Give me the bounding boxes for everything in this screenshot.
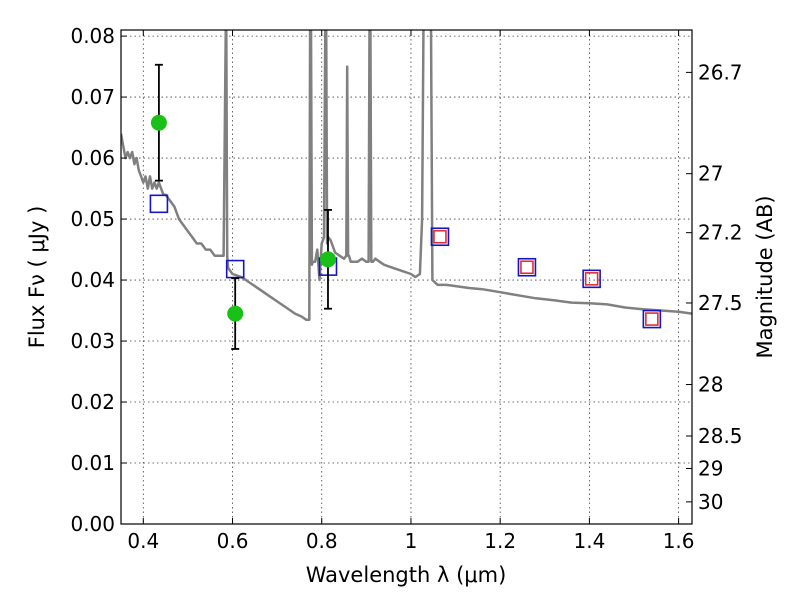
x-tick-label: 0.6 — [217, 529, 249, 553]
observed-point — [227, 305, 244, 322]
plot-frame — [120, 29, 693, 525]
blue-square-marker — [517, 257, 537, 277]
model-sed-line — [121, 30, 692, 321]
y-tick-label: 0.05 — [70, 207, 115, 231]
x-axis: 0.4 0.6 0.8 1 1.2 1.4 1.6 — [127, 30, 695, 553]
plot-area — [121, 30, 692, 350]
blue-square-marker — [642, 309, 662, 329]
y-axis-label: Flux Fν ( μJy ) — [25, 206, 49, 349]
right-tick-label: 29 — [698, 457, 723, 481]
grid-lines — [121, 30, 692, 525]
red-square-marker — [433, 229, 447, 244]
x-tick-label: 1.6 — [663, 529, 695, 553]
y-axis-right: 26.7 27 27.2 27.5 28 28.5 29 30 — [686, 60, 743, 514]
right-tick-label: 27.5 — [698, 291, 743, 315]
observed-point — [150, 114, 167, 131]
red-square-marker — [520, 260, 534, 275]
y-tick-label: 0.02 — [70, 390, 115, 414]
y-tick-label: 0.01 — [70, 451, 115, 475]
right-tick-label: 27 — [698, 162, 723, 186]
y-axis-right-label: Magnitude (AB) — [753, 195, 777, 358]
blue-square-marker — [149, 194, 169, 214]
y-tick-label: 0.07 — [70, 85, 115, 109]
x-tick-label: 0.4 — [127, 529, 159, 553]
x-tick-label: 1 — [405, 529, 418, 553]
right-tick-label: 28 — [698, 373, 723, 397]
blue-square-marker — [582, 269, 601, 289]
y-tick-label: 0.04 — [70, 268, 115, 292]
right-tick-label: 26.7 — [698, 60, 743, 84]
blue-square-marker — [430, 227, 450, 247]
y-axis-left: 0.00 0.01 0.02 0.03 0.04 0.05 0.06 0.07 0.08 — [70, 24, 127, 536]
y-tick-label: 0.08 — [70, 24, 115, 48]
y-tick-label: 0.06 — [70, 146, 115, 170]
x-tick-label: 0.8 — [306, 529, 338, 553]
x-axis-label: Wavelength λ (μm) — [306, 563, 507, 587]
right-tick-label: 27.2 — [698, 221, 743, 245]
red-square-marker — [584, 272, 599, 286]
x-tick-label: 1.2 — [484, 529, 516, 553]
x-tick-label: 1.4 — [573, 529, 605, 553]
right-tick-label: 28.5 — [698, 424, 743, 448]
right-tick-label: 30 — [698, 490, 723, 514]
y-tick-label: 0.03 — [70, 329, 115, 353]
observed-point — [319, 251, 336, 268]
y-tick-label: 0.00 — [70, 512, 115, 536]
red-square-marker — [645, 312, 659, 326]
